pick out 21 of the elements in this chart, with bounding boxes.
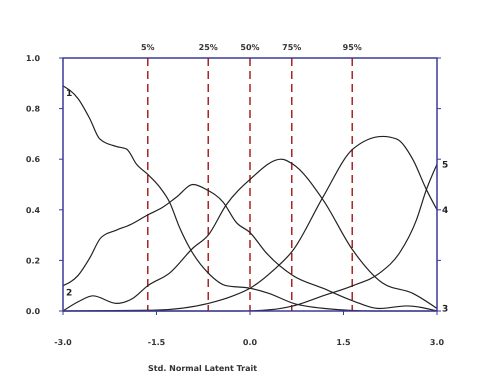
y-tick-label: 1.0 bbox=[26, 54, 41, 63]
y-tick-label: 0.4 bbox=[26, 206, 41, 215]
text: 50% bbox=[240, 43, 260, 52]
y-tick-label: 0.2 bbox=[26, 256, 40, 266]
x-axis-title: Std. Normal Latent Trait bbox=[148, 364, 258, 373]
text: 75% bbox=[282, 43, 302, 52]
x-tick-label: 0.0 bbox=[242, 338, 258, 347]
x-tick-label: 3.0 bbox=[430, 338, 445, 347]
x-tick-label: -1.5 bbox=[148, 338, 166, 347]
series-label: 2 bbox=[66, 288, 72, 299]
series-label: 5 bbox=[442, 160, 448, 170]
x-tick-label: 1.5 bbox=[336, 338, 352, 347]
series-label: 4 bbox=[442, 206, 448, 216]
y-tick-label: 0.8 bbox=[26, 104, 41, 114]
text: 5% bbox=[140, 43, 155, 52]
y-tick-label: 0.6 bbox=[26, 155, 41, 164]
text: 95% bbox=[342, 43, 362, 52]
series-label: 3 bbox=[442, 304, 448, 314]
text: 25% bbox=[198, 43, 218, 52]
x-tick-label: -3.0 bbox=[54, 338, 72, 347]
y-tick-label: 0.0 bbox=[26, 307, 41, 316]
